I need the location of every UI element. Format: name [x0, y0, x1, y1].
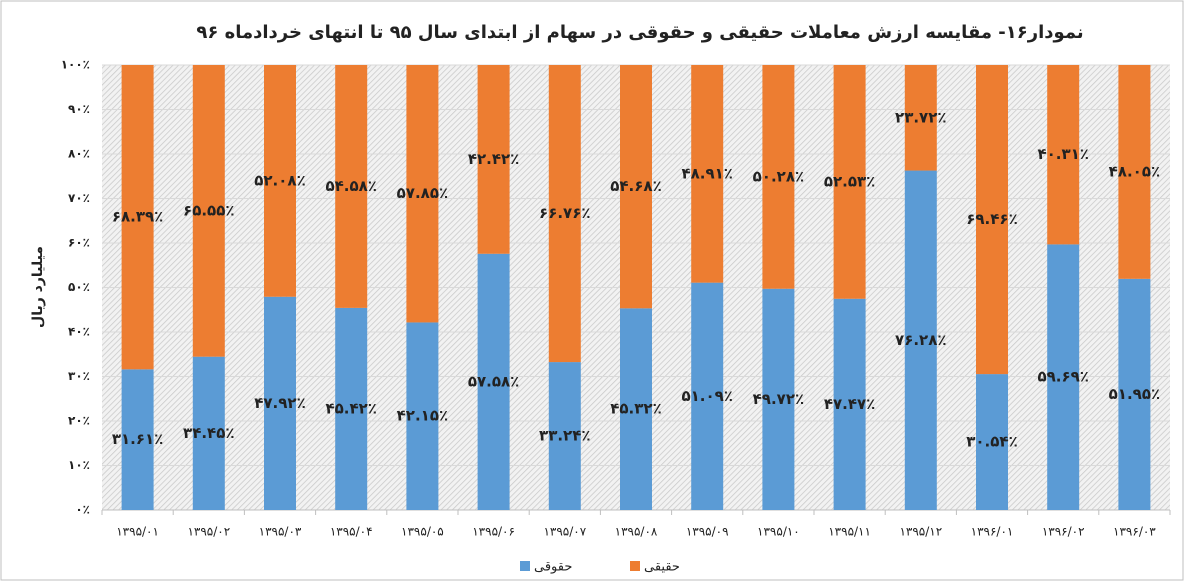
y-axis-label: میلیارد ریال: [30, 246, 46, 328]
data-label: ۵۹.۶۹٪: [1037, 368, 1088, 386]
data-label: ۶۸.۳۹٪: [112, 208, 163, 226]
data-label: ۵۲.۵۳٪: [824, 172, 875, 190]
x-tick-label: ۱۳۹۵/۰۵: [401, 525, 444, 539]
bar-segment: [548, 65, 581, 363]
bar-segment: [1047, 65, 1080, 245]
bar-segment: [406, 65, 439, 323]
x-tick-label: ۱۳۹۵/۱۲: [899, 525, 942, 539]
data-label: ۶۹.۴۶٪: [966, 210, 1017, 228]
bar-segment: [762, 288, 795, 510]
y-tick-label: ۴۰٪: [68, 325, 90, 339]
data-label: ۴۷.۴۷٪: [824, 395, 875, 413]
bar-segment: [904, 65, 937, 171]
x-tick-label: ۱۳۹۵/۰۴: [330, 525, 373, 539]
bar-segment: [833, 298, 866, 510]
x-tick-label: ۱۳۹۵/۱۱: [828, 525, 871, 539]
data-label: ۴۲.۱۵٪: [397, 407, 448, 425]
y-tick-label: ۷۰٪: [68, 191, 90, 205]
bar-segment: [121, 65, 154, 370]
data-label: ۴۸.۰۵٪: [1109, 162, 1160, 180]
x-tick-label: ۱۳۹۶/۰۳: [1113, 525, 1156, 539]
data-label: ۵۷.۸۵٪: [397, 184, 448, 202]
legend-swatch: [630, 561, 640, 571]
y-tick-label: ۰٪: [75, 503, 90, 517]
bar-segment: [1118, 278, 1151, 510]
x-tick-label: ۱۳۹۵/۱۰: [757, 525, 800, 539]
legend-swatch: [520, 561, 530, 571]
y-tick-label: ۵۰٪: [68, 280, 90, 294]
x-tick-label: ۱۳۹۵/۰۶: [472, 525, 515, 539]
data-label: ۵۴.۶۸٪: [610, 177, 661, 195]
bar-segment: [976, 65, 1008, 375]
bar-segment: [121, 369, 154, 510]
data-label: ۴۷.۹۲٪: [254, 394, 305, 412]
bar-segment: [691, 282, 724, 510]
x-tick-label: ۱۳۹۶/۰۲: [1042, 525, 1085, 539]
chart-title: نمودار۱۶- مقایسه ارزش معاملات حقیقی و حق…: [196, 22, 1083, 43]
data-label: ۳۳.۲۴٪: [539, 427, 590, 445]
data-label: ۴۹.۷۲٪: [753, 390, 804, 408]
x-tick-label: ۱۳۹۵/۰۷: [543, 525, 586, 539]
bar-segment: [976, 374, 1008, 510]
bar-segment: [620, 65, 652, 309]
x-tick-label: ۱۳۹۵/۰۱: [116, 525, 159, 539]
data-label: ۳۰.۵۴٪: [966, 433, 1017, 451]
data-label: ۶۵.۵۵٪: [183, 201, 234, 219]
bar-segment: [620, 308, 652, 510]
data-label: ۶۶.۷۶٪: [539, 204, 590, 222]
data-label: ۴۲.۴۲٪: [468, 150, 519, 168]
data-label: ۳۱.۶۱٪: [112, 430, 163, 448]
data-label: ۵۰.۲۸٪: [753, 167, 804, 185]
data-label: ۳۴.۴۵٪: [183, 424, 234, 442]
bar-segment: [904, 170, 937, 510]
x-tick-label: ۱۳۹۵/۰۹: [686, 525, 729, 539]
bar-segment: [1118, 65, 1151, 279]
bar-segment: [406, 322, 439, 510]
bar-segment: [264, 296, 296, 510]
bar-segment: [691, 65, 724, 283]
y-tick-label: ۱۰۰٪: [61, 58, 90, 72]
y-tick-label: ۲۰٪: [68, 414, 90, 428]
data-label: ۴۵.۳۲٪: [610, 400, 661, 418]
legend-label: حقوقی: [534, 560, 572, 575]
y-tick-label: ۳۰٪: [68, 369, 90, 383]
data-label: ۵۷.۵۸٪: [468, 372, 519, 390]
x-tick-label: ۱۳۹۶/۰۱: [971, 525, 1014, 539]
bar-segment: [548, 362, 581, 510]
data-label: ۵۱.۹۵٪: [1109, 385, 1160, 403]
y-tick-label: ۱۰٪: [68, 458, 90, 472]
bar-segment: [833, 65, 866, 299]
y-tick-label: ۸۰٪: [68, 147, 90, 161]
data-label: ۴۰.۳۱٪: [1037, 145, 1088, 163]
data-label: ۵۴.۵۸٪: [325, 177, 376, 195]
data-label: ۴۵.۴۲٪: [325, 399, 376, 417]
bar-segment: [1047, 244, 1080, 510]
bar-segment: [192, 356, 225, 510]
x-tick-label: ۱۳۹۵/۰۳: [259, 525, 302, 539]
y-tick-label: ۶۰٪: [68, 236, 90, 250]
data-label: ۴۸.۹۱٪: [681, 164, 732, 182]
bar-segment: [477, 253, 510, 511]
bar-segment: [335, 307, 368, 510]
bar-segment: [477, 65, 510, 254]
y-tick-label: ۹۰٪: [68, 102, 90, 116]
bar-segment: [762, 65, 795, 289]
data-label: ۲۳.۷۲٪: [895, 108, 946, 126]
bar-segment: [264, 65, 296, 297]
x-tick-label: ۱۳۹۵/۰۸: [615, 525, 658, 539]
x-tick-label: ۱۳۹۵/۰۲: [187, 525, 230, 539]
bar-segment: [192, 65, 225, 357]
data-label: ۵۱.۰۹٪: [681, 387, 732, 405]
data-label: ۷۶.۲۸٪: [895, 331, 946, 349]
bar-segment: [335, 65, 368, 308]
data-label: ۵۲.۰۸٪: [254, 171, 305, 189]
legend-label: حقیقی: [644, 560, 680, 575]
